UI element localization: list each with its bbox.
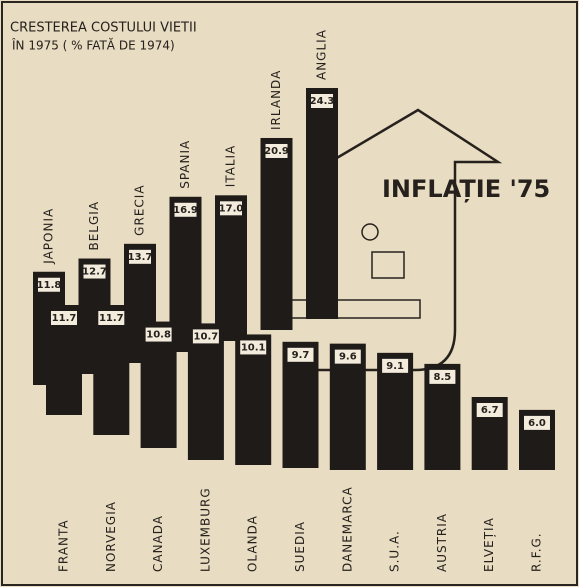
value-label: 13.7 (128, 252, 153, 263)
category-label: AUSTRIA (435, 513, 449, 572)
category-label: GRECIA (133, 184, 147, 235)
category-label: IRLANDA (269, 70, 283, 130)
category-label: ANGLIA (315, 29, 329, 80)
bar (215, 195, 247, 341)
value-label: 6.0 (528, 418, 546, 429)
category-label: SUEDIA (293, 521, 307, 572)
bar (306, 88, 338, 319)
value-label: 9.7 (292, 350, 310, 361)
value-label: 10.1 (241, 342, 266, 353)
value-label: 11.7 (99, 313, 124, 324)
chart: CRESTEREA COSTULUI VIETII ÎN 1975 ( % FA… (0, 0, 579, 587)
value-label: 12.7 (82, 267, 107, 278)
value-label: 11.8 (37, 280, 62, 291)
value-label: 16.9 (173, 205, 198, 216)
value-label: 10.8 (146, 330, 171, 341)
annotation: INFLAȚIE '75 (382, 175, 550, 203)
value-label: 10.7 (194, 331, 219, 342)
chart-subtitle: ÎN 1975 ( % FATĂ DE 1974) (11, 38, 175, 53)
value-label: 24.3 (310, 96, 335, 107)
category-label: SPANIA (178, 140, 192, 189)
category-label: S.U.A. (388, 530, 402, 572)
value-label: 9.1 (386, 361, 404, 372)
category-label: CANADA (151, 515, 165, 572)
category-label: R.F.G. (530, 532, 544, 572)
bar (188, 323, 224, 460)
value-label: 20.9 (264, 146, 289, 157)
category-label: ITALIA (224, 145, 238, 188)
chart-title: CRESTEREA COSTULUI VIETII (10, 21, 197, 36)
category-label: BELGIA (87, 201, 101, 251)
value-label: 9.6 (339, 352, 357, 363)
category-label: DANEMARCA (340, 486, 354, 572)
category-label: LUXEMBURG (198, 487, 212, 572)
page: CRESTEREA COSTULUI VIETII ÎN 1975 ( % FA… (0, 0, 579, 587)
category-label: JAPONIA (42, 208, 56, 265)
category-label: ELVEȚIA (482, 517, 496, 572)
category-label: OLANDA (246, 515, 260, 572)
category-label: NORVEGIA (104, 501, 118, 572)
value-label: 17.0 (219, 203, 244, 214)
category-label: FRANTA (57, 519, 71, 572)
value-label: 11.7 (52, 313, 77, 324)
value-label: 8.5 (434, 372, 452, 383)
value-label: 6.7 (481, 405, 499, 416)
bar (261, 138, 293, 330)
